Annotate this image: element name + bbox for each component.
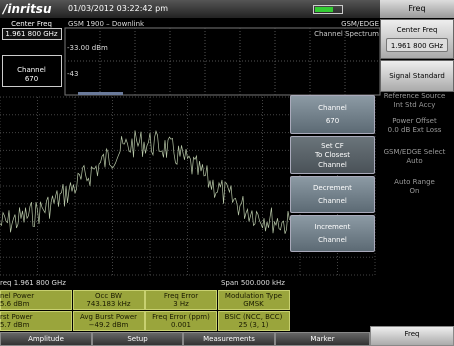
result-text: −49.2 dBm [88,321,129,329]
footer-left: req 1.961 800 GHz [0,279,66,287]
popup-text: Channel [318,235,347,244]
battery-level [315,7,333,12]
scale-label: -43 [67,70,79,78]
popup-button[interactable] [290,176,375,213]
setting-text: 0.0 dB Ext Loss [387,126,442,134]
result-cell [217,290,290,310]
popup-text: Channel [318,104,347,112]
result-text: Avg Burst Power [79,313,138,321]
result-cell [217,311,290,331]
popup-text: Decrement [313,184,352,193]
soft-key-label: Center Freq [396,26,438,34]
result-cell [72,311,145,331]
channel-box [2,55,62,87]
result-text: 743.183 kHz [86,300,131,308]
footer-right: Span 500.000 kHz [220,279,285,287]
setting-text: Int Std Accy [393,101,436,109]
result-text: 3 Hz [173,300,189,308]
setting-text: Reference Source [383,92,446,100]
standard: GSM 1900 – Downlink [68,20,145,28]
center-freq-value: 1.961 800 GHz [5,30,58,38]
mode: GSM/EDGE [341,20,379,28]
center-freq-label: Center Freq [11,20,52,28]
popup-button[interactable] [290,95,375,134]
result-text: BSIC (NCC, BCC) [224,313,283,321]
measurement: Channel Spectrum [314,30,379,38]
result-text: 5.6 dBm [0,300,30,308]
soft-key-label: Signal Standard [389,72,445,80]
result-text: Freq Error (ppm) [152,313,210,321]
result-cell [0,290,72,310]
result-text: 5.7 dBm [0,321,30,329]
datetime: 01/03/2012 03:22:42 pm [68,4,168,13]
tab-label: Marker [310,335,335,343]
soft-key-value: 1.961 800 GHz [390,42,444,50]
result-cell [72,290,145,310]
result-text: Modulation Type [224,292,283,300]
setting-text: On [409,187,420,195]
result-text: rst Power [0,313,33,321]
setting-text: Auto Range [394,178,435,186]
result-text: Occ BW [95,292,122,300]
result-text: 0.001 [170,321,192,329]
result-text: Freq Error [163,292,199,300]
ref-level: -33.00 dBm [67,44,108,52]
channel-value: 670 [24,75,39,83]
menu-title: Freq [408,4,426,13]
setting-text: Auto [406,157,423,165]
result-text: GMSK [243,300,264,308]
tab-label: Measurements [203,335,255,343]
soft-key-button[interactable] [380,60,454,92]
tab-label: Amplitude [28,335,64,343]
result-cell [145,290,217,310]
popup-text: Channel [318,196,347,205]
marker-bar [78,92,123,95]
popup-text: To Closest [314,151,351,159]
menu-title-bar [380,0,454,18]
result-text: 25 (3, 1) [238,321,269,329]
result-cell [145,311,217,331]
popup-button[interactable] [290,136,375,174]
popup-text: Increment [314,223,351,232]
popup-text: Set CF [321,141,344,150]
popup-text: Channel [318,160,347,169]
setting-text: Power Offset [392,117,437,125]
setting-text: GSM/EDGE Select [383,148,446,156]
result-text: nel Power [0,292,35,300]
battery [313,5,343,14]
channel-label: Channel [17,66,46,74]
spectrum-trace [0,130,290,234]
popup-button[interactable] [290,215,375,252]
result-cell [0,311,72,331]
soft-key-value-box [386,38,448,52]
center-freq-box [2,28,62,40]
tab-label: Setup [127,335,148,343]
tab-label: Freq [404,330,420,338]
logo: /inritsu [3,2,52,16]
popup-text: 670 [325,117,340,125]
